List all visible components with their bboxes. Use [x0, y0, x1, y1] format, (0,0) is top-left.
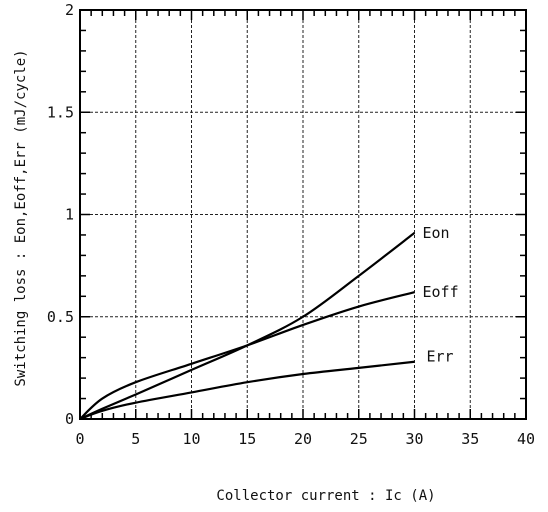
x-tick-label: 40: [517, 430, 535, 448]
series-line-err: [79, 360, 415, 421]
y-tick-label: 1.5: [47, 103, 74, 121]
series-label-eoff: Eoff: [423, 283, 459, 301]
grid: [80, 10, 526, 419]
x-tick-label: 20: [294, 430, 312, 448]
y-tick-label: 2: [65, 1, 74, 19]
series-line-eon: [79, 232, 416, 420]
plot-frame: [79, 9, 527, 420]
x-tick-labels: 0 5 10 15 20 25 30 35 40: [75, 430, 535, 448]
x-tick-label: 0: [75, 430, 84, 448]
x-tick-label: 35: [461, 430, 479, 448]
y-tick-label: 1: [65, 206, 74, 224]
series-label-eon: Eon: [423, 224, 450, 242]
series-lines: [79, 232, 416, 421]
y-tick-label: 0.5: [47, 308, 74, 326]
series-line-eoff: [79, 291, 415, 420]
x-tick-label: 30: [405, 430, 423, 448]
x-tick-label: 25: [350, 430, 368, 448]
series-labels: Eon Eoff Err: [423, 224, 459, 366]
x-tick-label: 10: [182, 430, 200, 448]
series-label-err: Err: [427, 348, 454, 366]
y-tick-label: 0: [65, 410, 74, 428]
x-tick-label: 15: [238, 430, 256, 448]
x-axis-title: Collector current : Ic (A): [216, 488, 435, 504]
x-tick-label: 5: [131, 430, 140, 448]
y-axis-title: Switching loss : Eon,Eoff,Err (mJ/cycle): [13, 49, 29, 386]
y-tick-labels: 0 0.5 1 1.5 2: [47, 1, 74, 428]
